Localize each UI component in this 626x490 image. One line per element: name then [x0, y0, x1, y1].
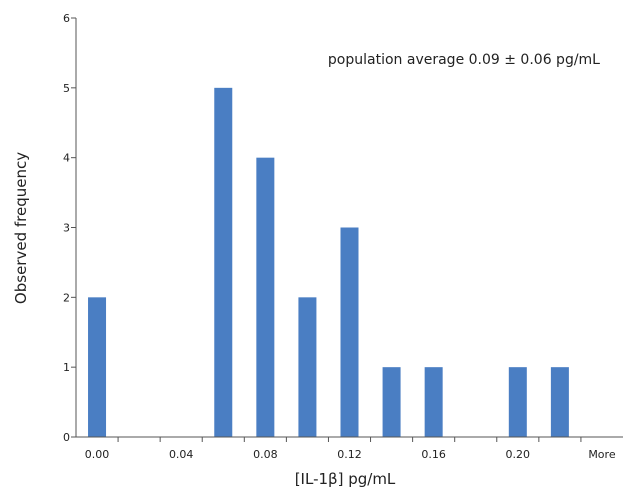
x-tick-label: 0.08	[253, 448, 278, 461]
bar	[424, 367, 443, 437]
x-tick-label: 0.16	[421, 448, 446, 461]
y-tick-label: 6	[63, 12, 70, 25]
y-axis-title: Observed frequency	[12, 152, 30, 304]
population-average-annotation: population average 0.09 ± 0.06 pg/mL	[328, 52, 600, 68]
y-tick-label: 4	[63, 152, 70, 165]
bar	[298, 297, 317, 437]
y-axis-ticks: 0 1 2 3 4 5 6	[63, 12, 76, 444]
x-tick-label: 0.12	[337, 448, 362, 461]
y-tick-label: 1	[63, 361, 70, 374]
x-tick-label: More	[588, 448, 616, 461]
x-axis-ticks: 0.00 0.04 0.08 0.12 0.16 0.20 More	[85, 437, 616, 461]
y-tick-label: 5	[63, 82, 70, 95]
y-tick-label: 3	[63, 222, 70, 235]
y-tick-label: 0	[63, 431, 70, 444]
x-tick-label: 0.04	[169, 448, 194, 461]
bar	[382, 367, 401, 437]
bar	[88, 297, 107, 437]
bars	[88, 87, 569, 437]
bar	[256, 157, 275, 437]
x-tick-label: 0.20	[506, 448, 531, 461]
x-axis-title: [IL-1β] pg/mL	[295, 470, 396, 488]
y-tick-label: 2	[63, 291, 70, 304]
bar	[340, 227, 359, 437]
x-tick-label: 0.00	[85, 448, 110, 461]
bar	[550, 367, 569, 437]
bar	[508, 367, 527, 437]
bar	[214, 87, 233, 437]
